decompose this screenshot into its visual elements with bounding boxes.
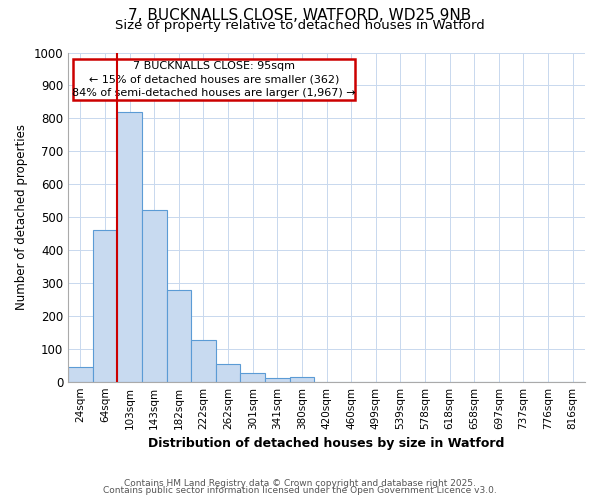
Text: 7 BUCKNALLS CLOSE: 95sqm: 7 BUCKNALLS CLOSE: 95sqm: [133, 61, 295, 71]
X-axis label: Distribution of detached houses by size in Watford: Distribution of detached houses by size …: [148, 437, 505, 450]
Text: Contains HM Land Registry data © Crown copyright and database right 2025.: Contains HM Land Registry data © Crown c…: [124, 478, 476, 488]
Text: Size of property relative to detached houses in Watford: Size of property relative to detached ho…: [115, 18, 485, 32]
Bar: [191, 340, 216, 382]
Bar: [167, 290, 191, 382]
Bar: [117, 112, 142, 382]
Text: Contains public sector information licensed under the Open Government Licence v3: Contains public sector information licen…: [103, 486, 497, 495]
Y-axis label: Number of detached properties: Number of detached properties: [15, 124, 28, 310]
Text: 84% of semi-detached houses are larger (1,967) →: 84% of semi-detached houses are larger (…: [72, 88, 356, 99]
Bar: [216, 364, 241, 382]
Text: 7, BUCKNALLS CLOSE, WATFORD, WD25 9NB: 7, BUCKNALLS CLOSE, WATFORD, WD25 9NB: [128, 8, 472, 22]
Text: ← 15% of detached houses are smaller (362): ← 15% of detached houses are smaller (36…: [89, 74, 339, 85]
FancyBboxPatch shape: [73, 59, 355, 100]
Bar: [92, 230, 117, 382]
Bar: [265, 378, 290, 382]
Bar: [241, 374, 265, 382]
Bar: [68, 367, 92, 382]
Bar: [290, 378, 314, 382]
Bar: [142, 210, 167, 382]
